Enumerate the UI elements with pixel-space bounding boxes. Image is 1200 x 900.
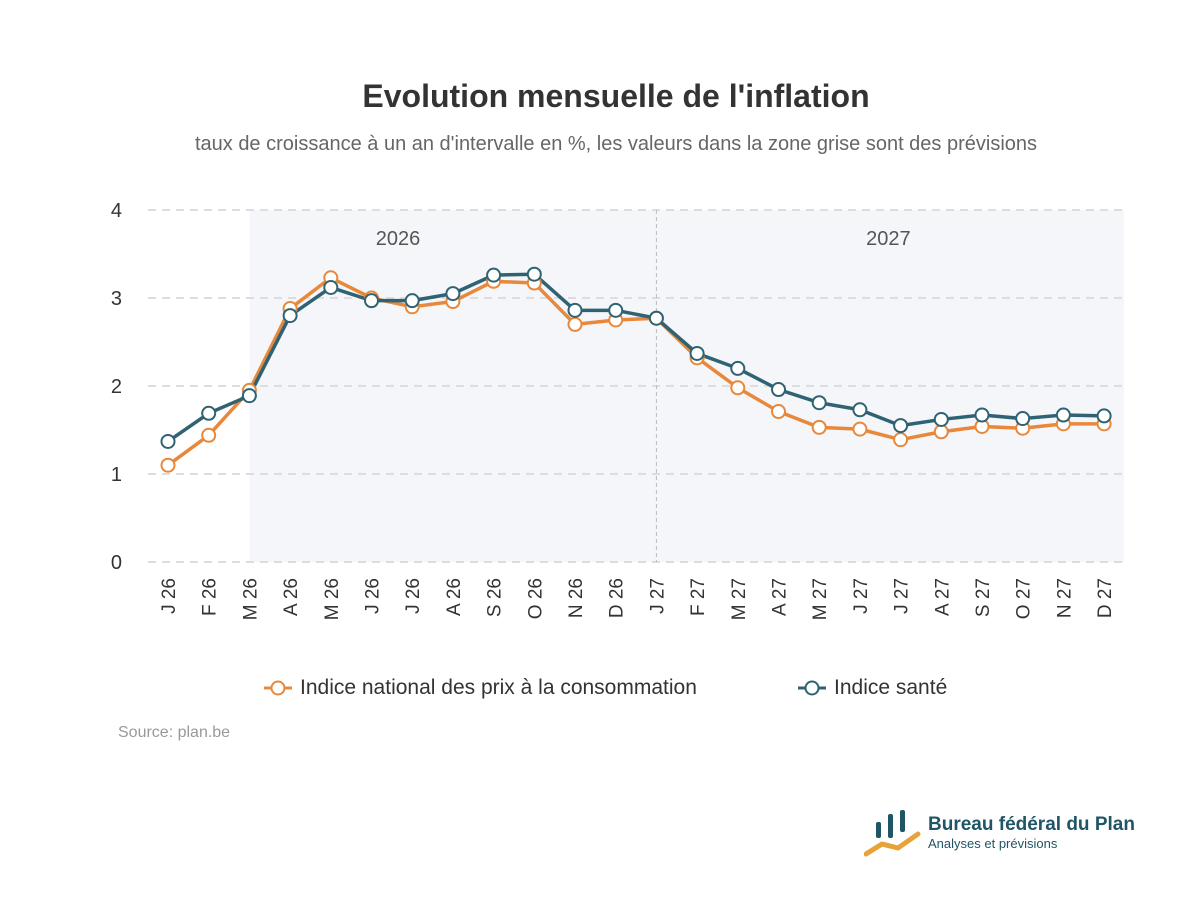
data-point-1 (526, 266, 542, 282)
logo-name: Bureau fédéral du Plan (928, 814, 1135, 835)
data-point-1 (241, 388, 257, 404)
data-point-1 (974, 407, 990, 423)
x-tick-label: O 27 (1014, 578, 1035, 619)
data-point-1 (1055, 407, 1071, 423)
data-point-0 (771, 404, 786, 420)
data-point-0 (160, 457, 176, 473)
bar-chart-logo-icon (864, 810, 921, 857)
x-tick-label: A 26 (281, 578, 302, 616)
chart-subtitle: taux de croissance à un an d'intervalle … (194, 133, 1038, 155)
data-point-1 (893, 418, 909, 434)
data-point-1 (567, 302, 583, 318)
x-tick-label: S 27 (973, 578, 994, 617)
x-tick-label: J 27 (647, 578, 668, 614)
data-point-1 (689, 345, 705, 361)
line-chart: 0 1 2 3 4 2026 2027 J 26 F 26 M 26 A 26 M 26 J 26 J 2… (111, 200, 1124, 620)
x-tick-label: M 26 (322, 578, 343, 620)
x-tick-label: S 26 (485, 578, 506, 617)
x-tick-label: N 27 (1054, 578, 1075, 618)
legend-item-sante[interactable]: Indice santé (798, 676, 947, 700)
x-tick-label: F 27 (688, 578, 709, 616)
logo-tagline: Analyses et prévisions (928, 836, 1058, 851)
data-point-1 (730, 360, 746, 376)
legend: Indice national des prix à la consommati… (0, 676, 1200, 706)
legend-label: Indice santé (834, 676, 948, 699)
data-point-0 (201, 427, 217, 443)
data-point-0 (933, 424, 949, 440)
x-tick-label: J 26 (363, 578, 384, 614)
data-point-1 (648, 310, 664, 326)
x-tick-label: M 27 (810, 578, 831, 620)
data-point-1 (404, 293, 420, 309)
data-point-0 (567, 316, 583, 332)
x-tick-label: A 27 (932, 578, 953, 616)
legend-label: Indice national des prix à la consommati… (300, 676, 697, 699)
data-point-1 (486, 267, 502, 283)
x-tick-label: J 26 (159, 578, 180, 614)
x-tick-label: D 26 (607, 578, 628, 618)
legend-item-ipc[interactable]: Indice national des prix à la consommati… (264, 676, 697, 700)
x-tick-label: J 26 (403, 578, 424, 614)
y-tick-label: 4 (111, 200, 122, 222)
data-point-1 (1015, 411, 1031, 427)
x-tick-label: J 27 (851, 578, 872, 614)
data-point-1 (933, 411, 949, 427)
data-point-1 (1096, 408, 1112, 424)
data-point-1 (364, 293, 379, 309)
y-tick-label: 3 (111, 288, 122, 310)
x-tick-label: A 27 (770, 578, 791, 616)
data-point-1 (282, 308, 298, 324)
bureau-logo[interactable]: Bureau fédéral du Plan Analyses et prévi… (864, 806, 1164, 866)
data-point-0 (893, 432, 909, 448)
data-point-0 (852, 421, 868, 437)
y-tick-label: 2 (111, 376, 122, 398)
x-tick-label: J 27 (892, 578, 913, 614)
x-tick-label: M 27 (729, 578, 750, 620)
data-point-0 (730, 380, 746, 396)
x-tick-label: A 26 (444, 578, 465, 616)
data-point-1 (445, 286, 461, 302)
data-point-1 (160, 433, 176, 449)
x-tick-label: N 26 (566, 578, 587, 618)
source-note: Source: plan.be (118, 724, 231, 741)
data-point-1 (811, 395, 827, 411)
data-point-0 (811, 419, 827, 435)
chart-title: Evolution mensuelle de l'inflation (362, 78, 870, 114)
x-tick-label: O 26 (525, 578, 546, 619)
y-tick-label: 1 (111, 464, 122, 486)
year-label: 2027 (866, 228, 911, 250)
data-point-1 (608, 302, 624, 318)
x-tick-label: F 26 (200, 578, 221, 616)
y-tick-label: 0 (111, 552, 122, 574)
data-point-1 (852, 402, 868, 418)
x-tick-label: M 26 (240, 578, 261, 620)
data-point-1 (323, 279, 339, 295)
legend-marker-icon (264, 680, 292, 696)
legend-marker-icon (798, 680, 826, 696)
data-point-1 (771, 382, 786, 398)
year-label: 2026 (376, 228, 421, 250)
data-point-1 (201, 405, 217, 421)
x-tick-label: D 27 (1095, 578, 1116, 618)
